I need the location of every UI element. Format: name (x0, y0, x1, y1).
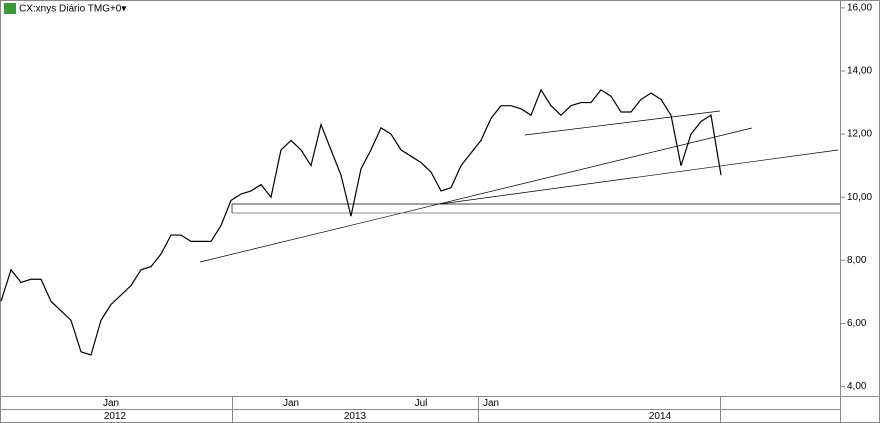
y-tick-label: 6,00 (847, 318, 867, 329)
y-tick-label: 16,00 (847, 3, 872, 14)
y-tick-label: 14,00 (847, 66, 872, 77)
x-tick-label: Jan (103, 398, 119, 409)
y-tick-label: 10,00 (847, 192, 872, 203)
year-label: 2014 (649, 411, 672, 422)
x-tick-label: Jan (283, 398, 299, 409)
year-label: 2012 (104, 411, 127, 422)
y-tick-label: 8,00 (847, 255, 867, 266)
trend-lines (199, 110, 840, 263)
price-line (0, 88, 722, 356)
year-label: 2013 (344, 411, 367, 422)
x-tick-label: Jul (415, 398, 428, 409)
symbol-icon (4, 3, 16, 14)
x-tick-label: Jan (483, 398, 499, 409)
y-tick-label: 12,00 (847, 129, 872, 140)
y-tick-label: 4,00 (847, 381, 867, 392)
chart-title[interactable]: CX:xnys Diário TMG+0▾ (19, 4, 126, 15)
